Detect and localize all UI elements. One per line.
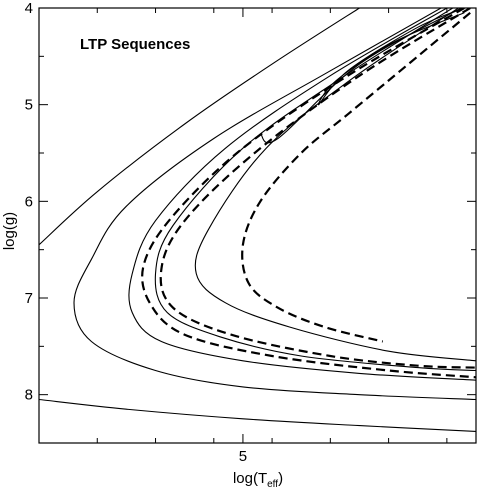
x-axis-label-close: )	[278, 470, 283, 487]
y-tick-label: 7	[25, 290, 33, 307]
x-axis-label-subscript: eff	[267, 479, 278, 490]
chart-title: LTP Sequences	[80, 36, 190, 53]
y-axis-label: log(g)	[1, 212, 18, 250]
series-layer	[39, 8, 476, 432]
plot-frame	[38, 7, 477, 444]
dashed-sequence-line-10	[159, 8, 476, 369]
y-tick-label: 5	[25, 97, 33, 114]
solid-sequence-line-4	[128, 8, 476, 381]
solid-sequence-line-5	[154, 8, 476, 372]
solid-sequence-line-1	[39, 8, 360, 246]
solid-sequence-line-2	[39, 398, 476, 432]
dashed-sequence-line-9	[141, 8, 476, 379]
tick-layer: 5 4 5 6 7 8	[25, 0, 476, 465]
x-axis-label-main: log(T	[233, 470, 267, 487]
x-tick-label: 5	[239, 448, 247, 465]
solid-sequence-line-3	[73, 8, 476, 401]
y-tick-label: 8	[25, 387, 33, 404]
solid-sequence-line-7	[317, 8, 465, 106]
solid-sequence-line-6	[194, 8, 476, 362]
y-tick-label: 4	[25, 0, 33, 17]
solid-sequence-line-8	[260, 8, 462, 144]
y-tick-label: 6	[25, 193, 33, 210]
x-axis-label: log(Teff)	[233, 470, 283, 490]
dashed-sequence-line-11	[241, 11, 471, 343]
